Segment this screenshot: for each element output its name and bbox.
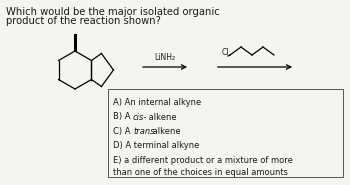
Text: LiNH₂: LiNH₂ bbox=[154, 53, 176, 62]
Text: C) A: C) A bbox=[113, 127, 133, 136]
Text: cis-: cis- bbox=[133, 112, 147, 122]
Text: than one of the choices in equal amounts: than one of the choices in equal amounts bbox=[113, 168, 288, 177]
Text: E) a different product or a mixture of more: E) a different product or a mixture of m… bbox=[113, 156, 293, 165]
Text: D) A terminal alkyne: D) A terminal alkyne bbox=[113, 142, 199, 151]
Text: product of the reaction shown?: product of the reaction shown? bbox=[6, 16, 161, 26]
Text: alkene: alkene bbox=[146, 112, 177, 122]
Text: Which would be the major isolated organic: Which would be the major isolated organi… bbox=[6, 7, 220, 17]
Text: Cl: Cl bbox=[222, 48, 230, 57]
Text: A) An internal alkyne: A) An internal alkyne bbox=[113, 98, 201, 107]
Text: trans-: trans- bbox=[133, 127, 158, 136]
Text: alkene: alkene bbox=[150, 127, 181, 136]
Text: B) A: B) A bbox=[113, 112, 133, 122]
FancyBboxPatch shape bbox=[108, 89, 343, 177]
